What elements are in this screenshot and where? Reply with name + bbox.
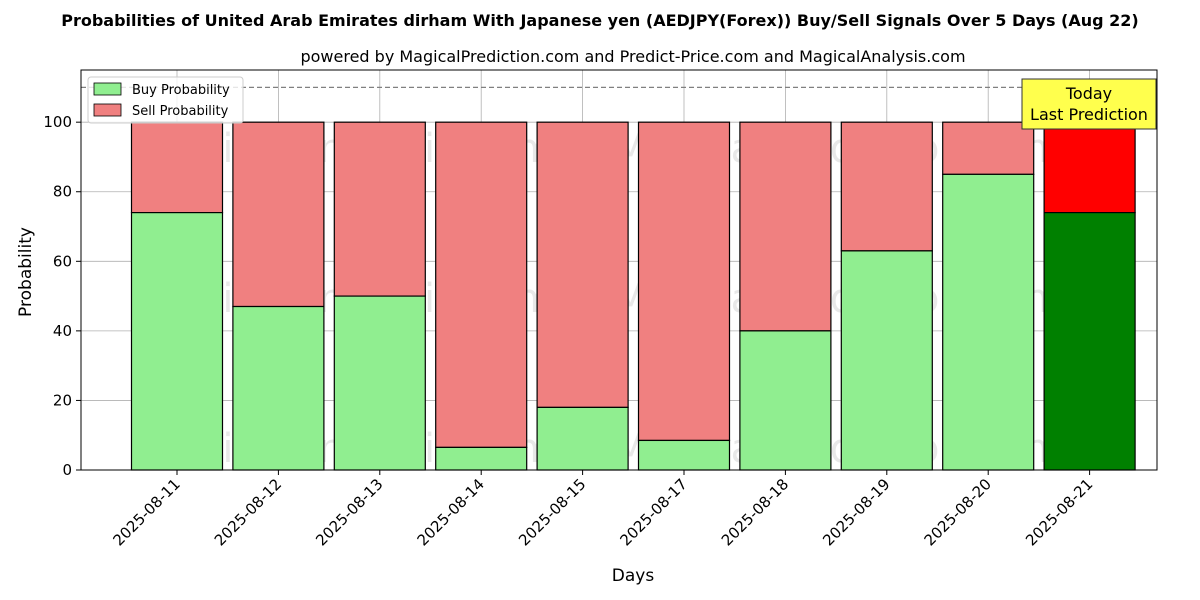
bar-buy	[840, 250, 933, 471]
plot-frame	[80, 69, 1158, 471]
legend-label-sell: Sell Probability	[132, 104, 229, 119]
chart-subtitle: powered by MagicalPrediction.com and Pre…	[300, 47, 965, 66]
x-tick-label: 2025-08-14	[414, 475, 488, 549]
x-tick-label: 2025-08-13	[312, 475, 386, 549]
legend-swatch-sell	[93, 103, 122, 117]
y-tick-label: 0	[62, 461, 72, 479]
bar-sell	[739, 121, 832, 332]
bars	[130, 121, 1136, 471]
bar-sell	[333, 121, 426, 297]
x-axis-label: Days	[612, 566, 655, 586]
bar-sell	[1043, 121, 1136, 214]
x-tick-label: 2025-08-19	[819, 475, 893, 549]
y-tick-label: 20	[53, 391, 72, 409]
legend: Buy Probability Sell Probability	[87, 76, 244, 124]
bar-buy	[333, 295, 426, 471]
x-tick-label: 2025-08-17	[616, 475, 690, 549]
bar-sell	[232, 121, 325, 308]
bar-buy	[130, 212, 224, 471]
bar-sell	[942, 121, 1035, 175]
bar-buy	[232, 305, 325, 471]
y-tick-label: 40	[53, 322, 72, 340]
x-ticks: 2025-08-11 2025-08-12 2025-08-13 2025-08-14…	[109, 470, 1096, 549]
x-tick-label: 2025-08-20	[921, 475, 995, 549]
x-tick-label: 2025-08-11	[109, 475, 183, 549]
bar-buy	[739, 330, 832, 471]
y-tick-label: 60	[53, 252, 72, 270]
chart-title: Probabilities of United Arab Emirates di…	[61, 11, 1139, 30]
bar-sell	[536, 121, 629, 408]
legend-swatch-buy	[93, 82, 122, 96]
y-ticks: 0 20 40 60 80 100	[43, 113, 81, 479]
bar-sell	[130, 121, 224, 214]
bar-sell	[840, 121, 933, 252]
bar-buy	[536, 406, 629, 471]
annotation-line2: Last Prediction	[1030, 105, 1148, 124]
axes	[80, 69, 1158, 471]
annotation-box	[1021, 78, 1157, 130]
bar-sell	[435, 121, 528, 448]
x-tick-label: 2025-08-18	[718, 475, 792, 549]
y-axis-label: Probability	[16, 227, 36, 317]
y-tick-label: 100	[43, 113, 72, 131]
bar-buy	[637, 439, 731, 471]
bar-buy	[1043, 212, 1136, 471]
x-tick-label: 2025-08-21	[1022, 475, 1096, 549]
y-tick-label: 80	[53, 183, 72, 201]
legend-label-buy: Buy Probability	[132, 83, 230, 98]
legend-frame	[87, 76, 244, 124]
annotation-line1: Today	[1065, 84, 1112, 103]
bar-sell	[637, 121, 731, 442]
today-annotation: Today Last Prediction	[1021, 78, 1157, 130]
bar-buy	[435, 446, 528, 471]
bar-buy	[942, 173, 1035, 471]
x-tick-label: 2025-08-12	[211, 475, 285, 549]
x-tick-label: 2025-08-15	[515, 475, 589, 549]
